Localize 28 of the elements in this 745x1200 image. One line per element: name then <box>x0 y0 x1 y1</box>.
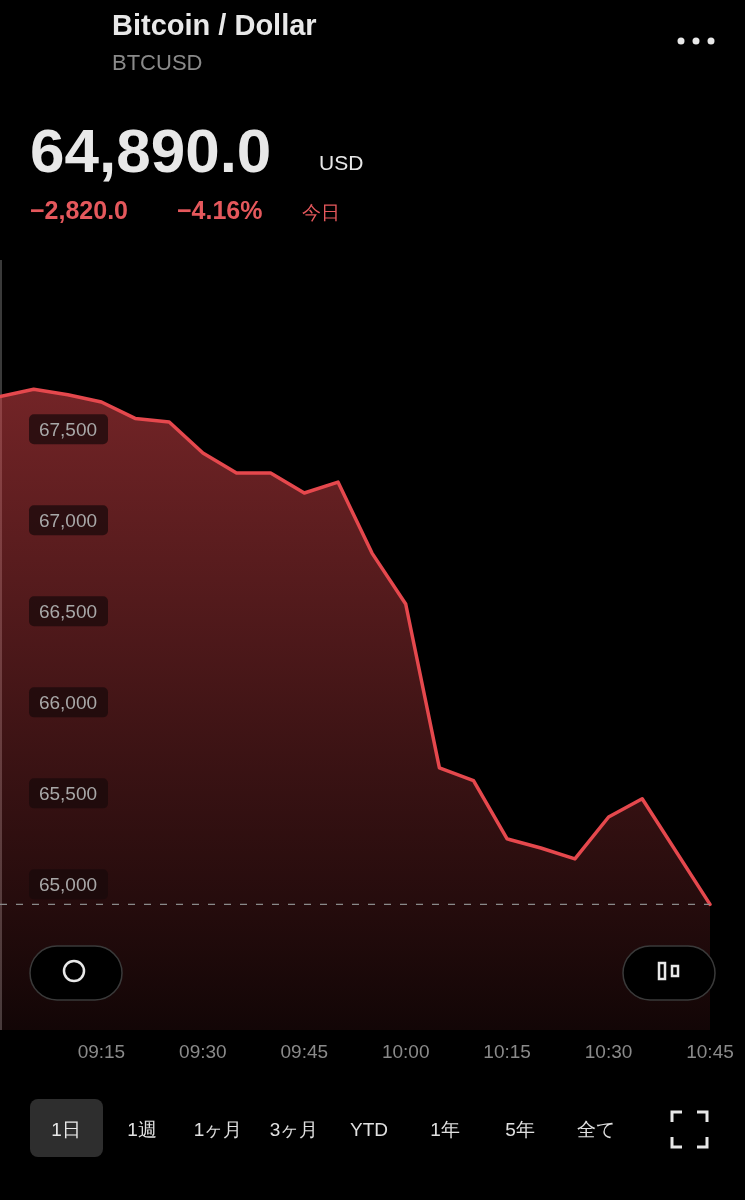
y-tick-label: 65,500 <box>38 783 98 805</box>
x-tick-label: 10:45 <box>686 1041 734 1062</box>
text: −4.16% <box>177 196 263 224</box>
text: 64,890.0 <box>30 116 272 185</box>
text: YTD <box>350 1119 388 1140</box>
y-tick-label: 66,000 <box>38 692 98 714</box>
x-tick-label: 10:30 <box>584 1041 633 1062</box>
y-tick-label: 67,500 <box>38 419 98 441</box>
x-tick-label: 09:30 <box>179 1041 227 1062</box>
chart-title: Bitcoin / Dollar <box>112 9 317 41</box>
x-tick-label: 09:15 <box>77 1041 126 1062</box>
y-tick-label: 65,000 <box>38 874 98 896</box>
x-tick-label: 09:45 <box>280 1041 329 1062</box>
text: 1年 <box>430 1119 460 1140</box>
x-tick-label: 10:15 <box>483 1041 531 1062</box>
y-tick-label: 66,500 <box>38 601 98 623</box>
text: 1ヶ月 <box>193 1119 243 1140</box>
text: 今日 <box>302 202 340 223</box>
text: 3ヶ月 <box>269 1119 319 1140</box>
x-tick-label: 10:00 <box>381 1041 430 1062</box>
text: 5年 <box>505 1119 535 1140</box>
text: −2,820.0 <box>30 196 129 224</box>
text: USD <box>319 151 364 174</box>
text: 全て <box>577 1119 615 1140</box>
text: 1日 <box>51 1119 81 1140</box>
chart-subtitle: BTCUSD <box>112 50 203 75</box>
text: 1週 <box>127 1119 157 1140</box>
y-tick-label: 67,000 <box>38 510 98 532</box>
